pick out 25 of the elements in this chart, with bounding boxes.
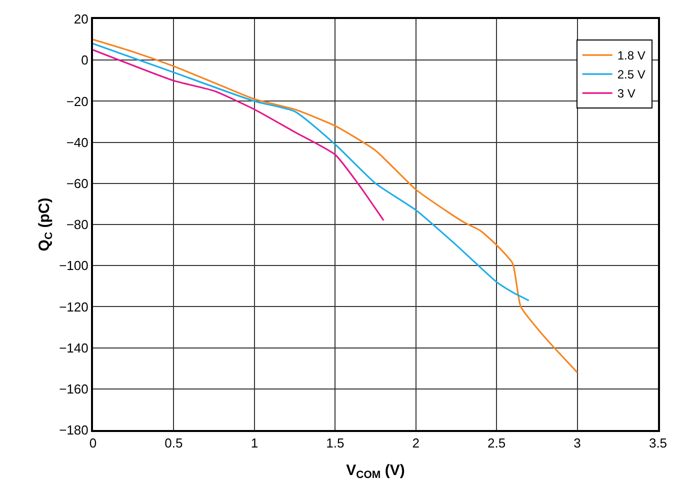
line-series — [93, 49, 384, 222]
x-axis-title: V$_{COM}$ (V) — [346, 462, 405, 482]
y-tick-label: −120 — [59, 299, 88, 314]
x-tick-label: 0.5 — [164, 436, 183, 451]
x-tick-label: 3.5 — [648, 436, 668, 451]
legend-label: 3 V — [617, 86, 636, 101]
legend-label: 1.8 V — [617, 48, 646, 63]
line-series — [93, 38, 578, 374]
y-tick-label: −180 — [59, 422, 88, 438]
x-tick-label: 2 — [412, 436, 420, 451]
y-tick-label: −140 — [59, 340, 88, 356]
y-tick-label: −60 — [66, 176, 88, 191]
y-tick-label: 20 — [74, 12, 88, 27]
line-series — [93, 42, 530, 302]
x-tick-label: 1 — [250, 436, 258, 451]
y-tick-label: −80 — [66, 217, 88, 232]
x-tick-label: 2.5 — [488, 436, 506, 451]
y-tick-label: −160 — [59, 381, 88, 396]
y-tick-label: −20 — [66, 94, 88, 109]
legend-label: 2.5 V — [617, 68, 646, 82]
y-tick-label: −100 — [59, 258, 88, 274]
x-tick-label: 3 — [574, 436, 581, 451]
x-tick-label: 1.5 — [326, 436, 344, 451]
y-tick-label: −40 — [66, 134, 88, 150]
y-tick-label: 0 — [81, 52, 88, 68]
